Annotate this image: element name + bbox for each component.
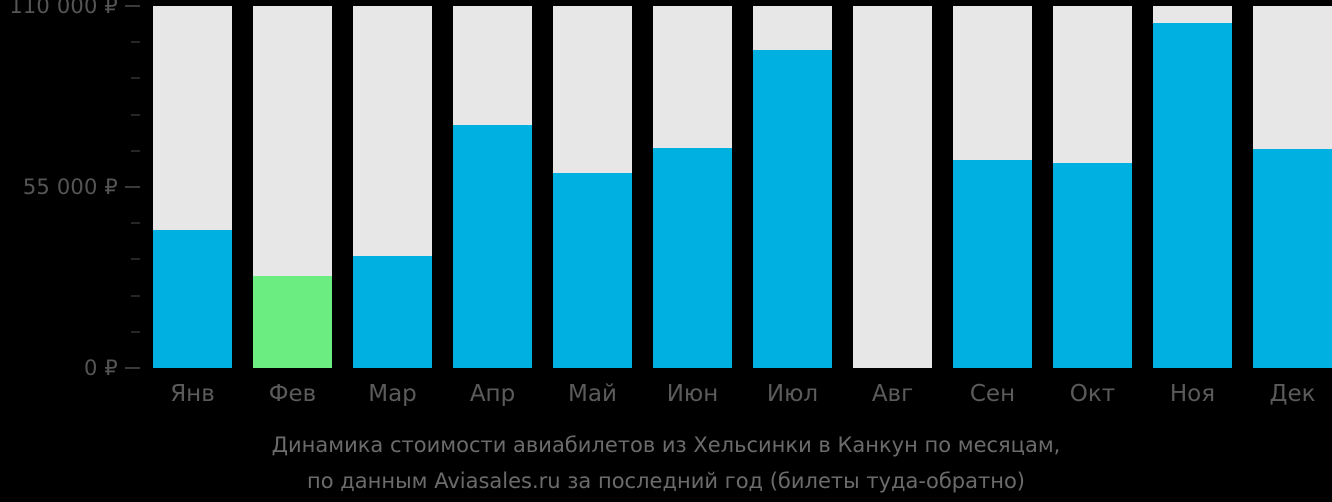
tick-mark	[125, 367, 140, 369]
x-axis-month-label: Июн	[666, 381, 719, 407]
month-column[interactable]: Фев	[253, 0, 332, 502]
chart-caption-line-2: по данным Aviasales.ru за последний год …	[307, 469, 1025, 493]
month-column[interactable]: Авг	[853, 0, 932, 502]
month-column[interactable]: Апр	[453, 0, 532, 502]
price-bar[interactable]	[353, 256, 432, 368]
x-axis-month-label: Май	[568, 381, 617, 407]
tick-mark	[125, 186, 140, 188]
price-bar[interactable]	[953, 160, 1032, 368]
plot-area: Янв Фев Мар Апр Май Июн Июл Авг Сен Окт Ноя Дек	[140, 0, 1332, 502]
price-bar[interactable]	[1053, 163, 1132, 368]
price-bar[interactable]	[653, 148, 732, 368]
month-column[interactable]: Ноя	[1153, 0, 1232, 502]
tick-mark	[131, 258, 140, 261]
x-axis-month-label: Фев	[268, 381, 317, 407]
price-bar[interactable]	[153, 230, 232, 368]
y-axis-tick-label: 110 000 ₽	[9, 0, 118, 18]
x-axis-month-label: Мар	[368, 381, 417, 407]
tick-mark	[131, 294, 140, 297]
y-axis-tick-label: 55 000 ₽	[22, 174, 118, 199]
x-axis-month-label: Янв	[170, 381, 215, 407]
month-column[interactable]: Дек	[1253, 0, 1332, 502]
tick-mark	[131, 41, 140, 44]
y-axis-tick-label: 0 ₽	[84, 355, 118, 380]
x-axis-month-label: Сен	[969, 381, 1016, 407]
tick-mark	[131, 149, 140, 152]
month-column[interactable]: Окт	[1053, 0, 1132, 502]
month-column[interactable]: Июл	[753, 0, 832, 502]
month-column[interactable]: Мар	[353, 0, 432, 502]
x-axis-month-label: Июл	[766, 381, 819, 407]
x-axis-month-label: Авг	[871, 381, 914, 407]
tick-mark	[131, 77, 140, 80]
price-bar-highlighted[interactable]	[253, 276, 332, 368]
chart-caption-line-1: Динамика стоимости авиабилетов из Хельси…	[271, 433, 1061, 457]
tick-mark	[131, 330, 140, 333]
column-track	[853, 6, 932, 368]
tick-mark	[131, 222, 140, 225]
x-axis-month-label: Дек	[1269, 381, 1316, 407]
x-axis-month-label: Апр	[469, 381, 516, 407]
price-bar[interactable]	[1153, 23, 1232, 368]
price-bar[interactable]	[553, 173, 632, 368]
month-column[interactable]: Янв	[153, 0, 232, 502]
tick-mark	[131, 113, 140, 116]
price-bar[interactable]	[453, 125, 532, 368]
month-column[interactable]: Июн	[653, 0, 732, 502]
x-axis-month-label: Окт	[1069, 381, 1116, 407]
price-bar[interactable]	[753, 50, 832, 368]
y-axis: 110 000 ₽ 55 000 ₽ 0 ₽	[0, 0, 140, 502]
price-bar[interactable]	[1253, 149, 1332, 368]
month-column[interactable]: Май	[553, 0, 632, 502]
month-column[interactable]: Сен	[953, 0, 1032, 502]
tick-mark	[125, 5, 140, 7]
x-axis-month-label: Ноя	[1169, 381, 1216, 407]
